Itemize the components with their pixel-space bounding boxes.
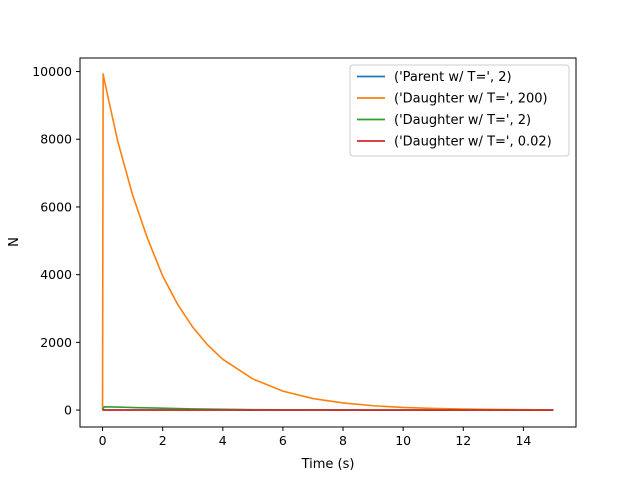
y-tick-label: 8000: [40, 132, 72, 147]
y-tick-label: 2000: [40, 335, 72, 350]
plot-lines: [101, 73, 554, 411]
x-axis-ticks: 0 2 4 6 8 10 12 14: [99, 427, 531, 448]
x-axis-label: Time (s): [301, 457, 355, 472]
y-axis-ticks: 0 2000 4000 6000 8000 10000: [32, 64, 80, 418]
x-tick-label: 8: [339, 433, 347, 448]
legend-label: ('Parent w/ T=', 2): [394, 70, 512, 85]
x-tick-label: 2: [159, 433, 167, 448]
plot-frame: [79, 57, 577, 428]
y-tick-label: 6000: [40, 199, 72, 214]
x-tick-label: 10: [395, 433, 411, 448]
series-line-1: [101, 73, 554, 411]
y-tick-label: 4000: [40, 267, 72, 282]
legend-label: ('Daughter w/ T=', 0.02): [394, 135, 552, 150]
legend: ('Parent w/ T=', 2) ('Daughter w/ T=', 20…: [349, 64, 570, 157]
x-tick-label: 6: [279, 433, 287, 448]
x-tick-label: 12: [455, 433, 471, 448]
legend-box: [349, 64, 570, 157]
y-tick-label: 10000: [32, 64, 72, 79]
legend-label: ('Daughter w/ T=', 2): [394, 113, 531, 128]
y-tick-label: 0: [64, 403, 72, 418]
legend-label: ('Daughter w/ T=', 200): [394, 92, 548, 107]
x-tick-label: 4: [219, 433, 227, 448]
x-tick-label: 14: [515, 433, 531, 448]
y-axis-label: N: [7, 237, 22, 247]
x-tick-label: 0: [99, 433, 107, 448]
